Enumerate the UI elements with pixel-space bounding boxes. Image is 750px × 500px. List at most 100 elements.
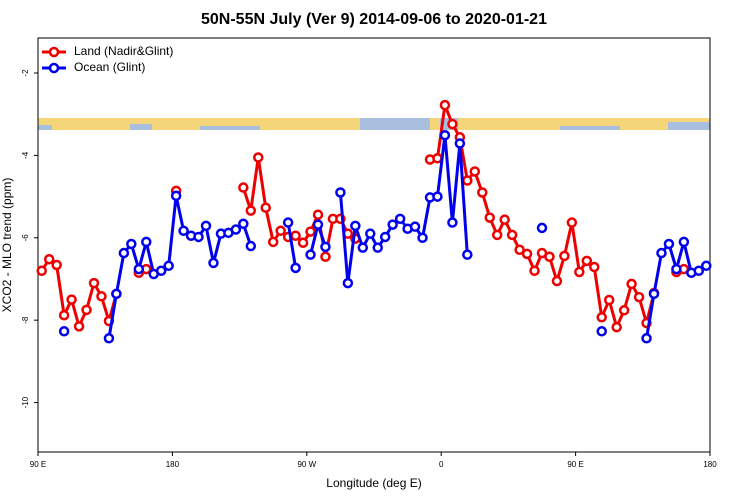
point <box>141 236 152 248</box>
point <box>439 99 451 111</box>
point <box>596 312 607 323</box>
point <box>312 219 324 230</box>
point <box>312 209 324 220</box>
x-tick-label: 180 <box>703 460 717 469</box>
point <box>701 260 712 272</box>
y-tick-label: -8 <box>21 316 30 324</box>
point <box>544 251 555 262</box>
point <box>81 304 92 316</box>
point <box>566 217 578 228</box>
point <box>230 224 242 235</box>
point <box>163 260 174 272</box>
point <box>603 294 615 306</box>
point <box>58 326 70 337</box>
map-ocean <box>200 126 260 130</box>
point <box>245 205 257 216</box>
point <box>618 305 630 316</box>
x-tick-label: 90 E <box>567 460 583 469</box>
point <box>551 275 563 287</box>
point <box>559 250 570 262</box>
point <box>484 212 495 223</box>
x-tick-label: 180 <box>166 460 180 469</box>
point <box>305 226 316 237</box>
point <box>491 229 503 241</box>
legend-marker <box>48 62 60 74</box>
point <box>103 333 115 344</box>
point <box>536 222 548 234</box>
point <box>170 190 182 202</box>
point <box>238 218 249 230</box>
y-tick-label: -2 <box>21 69 30 77</box>
point <box>200 220 212 232</box>
point <box>365 228 376 239</box>
point <box>596 326 607 337</box>
point <box>671 263 682 275</box>
point <box>126 238 137 250</box>
point <box>387 219 398 230</box>
point <box>133 263 145 275</box>
point <box>648 288 660 300</box>
map-ocean <box>560 126 620 130</box>
point <box>342 277 354 289</box>
point <box>469 166 481 177</box>
point <box>589 261 600 273</box>
point <box>350 220 361 232</box>
x-tick-label: 90 W <box>297 460 316 469</box>
point <box>462 249 473 260</box>
point <box>439 129 451 141</box>
point <box>43 253 55 265</box>
point <box>633 291 645 303</box>
map-ocean <box>668 122 710 130</box>
point <box>290 230 301 241</box>
point <box>73 321 85 332</box>
point <box>641 333 652 344</box>
point <box>51 259 62 271</box>
point <box>267 236 279 248</box>
plot-frame <box>37 37 711 453</box>
series-line <box>286 222 298 269</box>
point <box>574 266 585 278</box>
point <box>432 191 443 202</box>
point <box>432 153 443 164</box>
legend-label: Land (Nadir&Glint) <box>74 44 173 58</box>
series-line <box>107 194 253 339</box>
point <box>678 236 690 248</box>
point <box>245 240 257 252</box>
x-tick-label: 90 E <box>30 460 46 469</box>
y-tick-label: -4 <box>21 151 30 159</box>
point <box>409 221 421 232</box>
y-axis-label: XCO2 - MLO trend (ppm) <box>0 178 14 313</box>
point <box>611 321 622 333</box>
point <box>290 262 301 274</box>
map-ocean <box>38 125 52 130</box>
point <box>118 247 130 259</box>
point <box>454 138 466 149</box>
point <box>529 265 540 276</box>
point <box>693 265 705 276</box>
point <box>88 277 100 289</box>
point <box>320 241 331 253</box>
point <box>178 225 189 237</box>
point <box>394 213 406 225</box>
point <box>335 187 346 198</box>
y-tick-label: -10 <box>21 396 30 408</box>
chart-title: 50N-55N July (Ver 9) 2014-09-06 to 2020-… <box>201 11 547 28</box>
point <box>111 288 122 300</box>
point <box>477 187 488 198</box>
legend-marker <box>48 46 60 58</box>
point <box>253 152 264 163</box>
point <box>379 231 391 243</box>
point <box>581 255 593 267</box>
point <box>656 247 667 259</box>
point <box>66 294 77 305</box>
point <box>58 309 70 321</box>
point <box>499 214 510 225</box>
point <box>417 232 428 244</box>
point <box>506 229 518 241</box>
point <box>372 242 383 253</box>
point <box>275 225 286 237</box>
legend-label: Ocean (Glint) <box>74 60 145 74</box>
point <box>447 217 458 228</box>
point <box>36 265 47 276</box>
